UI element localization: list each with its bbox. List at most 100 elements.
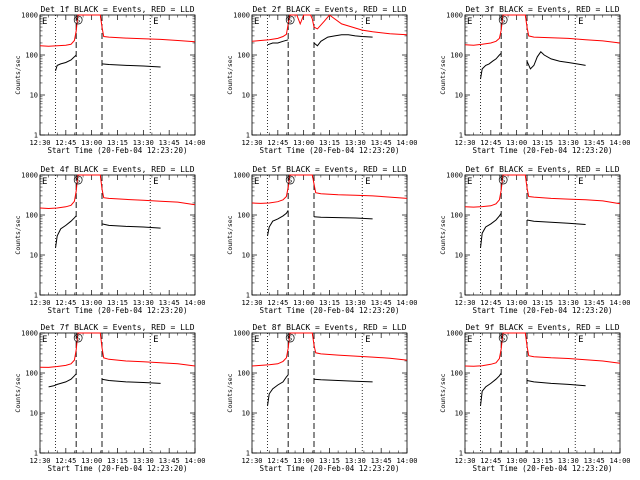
x-tick-label: 14:00 (609, 139, 630, 147)
x-tick-label: 14:00 (184, 139, 205, 147)
plot-frame (251, 332, 408, 454)
lld-series-1 (39, 174, 196, 210)
plot-frame (251, 174, 408, 296)
events-series-3 (313, 216, 373, 220)
marker-right-e: E (153, 177, 158, 187)
y-tick-label: 100 (25, 370, 38, 378)
y-tick-label: 10 (30, 410, 38, 418)
x-tick-label: 13:00 (293, 299, 314, 307)
x-tick-label: 13:15 (532, 139, 553, 147)
y-tick-label: 1000 (446, 172, 463, 180)
y-axis-label: Counts/sec (226, 55, 234, 94)
x-tick-label: 13:30 (133, 457, 154, 465)
y-tick-label: 1 (34, 132, 38, 140)
y-tick-label: 100 (237, 212, 250, 220)
panel-title: Det 8f BLACK = Events, RED = LLD (252, 323, 406, 332)
marker-center-s: S (76, 335, 80, 343)
y-tick-label: 10 (30, 252, 38, 260)
y-tick-label: 1 (459, 292, 463, 300)
x-tick-label: 13:45 (584, 299, 605, 307)
x-tick-label: 13:45 (159, 139, 180, 147)
panel-7: Det 7f BLACK = Events, RED = LLD 1 10 100 10… (14, 323, 206, 473)
marker-right-e: E (365, 335, 370, 345)
marker-right-e: E (578, 17, 583, 27)
x-tick-label: 13:45 (584, 139, 605, 147)
x-tick-label: 12:30 (454, 457, 475, 465)
panel-1: Det 1f BLACK = Events, RED = LLD 1 10 100 10… (14, 5, 206, 155)
x-tick-label: 12:30 (454, 299, 475, 307)
y-tick-label: 1 (246, 450, 250, 458)
y-tick-label: 1000 (21, 330, 38, 338)
x-tick-label: 13:15 (532, 299, 553, 307)
marker-center-s: S (501, 177, 505, 185)
x-tick-label: 13:00 (506, 457, 527, 465)
x-tick-label: 13:45 (584, 457, 605, 465)
x-tick-label: 12:45 (267, 299, 288, 307)
marker-center-circle (285, 333, 295, 343)
events-series-2 (480, 372, 502, 407)
plot-frame (464, 174, 621, 296)
x-axis-label: Start Time (20-Feb-04 12:23:20) (473, 306, 613, 315)
y-tick-label: 10 (242, 92, 250, 100)
panel-6: Det 6f BLACK = Events, RED = LLD 1 10 100 10… (439, 165, 631, 315)
events-series-3 (313, 34, 373, 47)
y-tick-label: 100 (237, 52, 250, 60)
x-tick-label: 14:00 (396, 139, 417, 147)
x-axis-label: Start Time (20-Feb-04 12:23:20) (260, 306, 400, 315)
x-tick-label: 12:45 (55, 139, 76, 147)
lld-series-1 (251, 332, 408, 367)
marker-center-circle (498, 333, 508, 343)
x-tick-label: 13:30 (345, 139, 366, 147)
lld-series-1 (39, 14, 196, 47)
panel-title: Det 5f BLACK = Events, RED = LLD (252, 165, 406, 174)
marker-center-s: S (288, 335, 292, 343)
marker-right-e: E (365, 177, 370, 187)
x-tick-label: 12:30 (454, 139, 475, 147)
marker-center-circle (498, 175, 508, 185)
marker-center-circle (498, 15, 508, 25)
x-tick-label: 13:30 (133, 299, 154, 307)
events-series-2 (55, 215, 77, 249)
marker-center-circle (73, 15, 83, 25)
marker-center-circle (285, 175, 295, 185)
panel-5: Det 5f BLACK = Events, RED = LLD 1 10 100 10… (226, 165, 418, 315)
panel-title: Det 6f BLACK = Events, RED = LLD (465, 165, 619, 174)
y-tick-label: 1000 (21, 172, 38, 180)
y-tick-label: 100 (450, 370, 463, 378)
panel-4: Det 4f BLACK = Events, RED = LLD 1 10 100 10… (14, 165, 206, 315)
x-tick-label: 13:15 (107, 299, 128, 307)
marker-left-e: E (467, 17, 472, 27)
y-axis-label: Counts/sec (14, 215, 22, 254)
y-axis-label: Counts/sec (226, 373, 234, 412)
marker-left-e: E (467, 335, 472, 345)
events-series-3 (313, 378, 373, 383)
x-axis-label: Start Time (20-Feb-04 12:23:20) (48, 306, 188, 315)
x-tick-label: 13:00 (506, 299, 527, 307)
y-tick-label: 10 (455, 92, 463, 100)
events-series-2 (480, 52, 502, 80)
x-tick-label: 12:30 (241, 299, 262, 307)
lld-series-1 (251, 174, 408, 204)
plot-frame (464, 332, 621, 454)
x-tick-label: 12:30 (29, 139, 50, 147)
marker-center-circle (73, 175, 83, 185)
x-tick-label: 13:00 (293, 457, 314, 465)
x-tick-label: 13:30 (345, 457, 366, 465)
y-tick-label: 1 (246, 292, 250, 300)
x-tick-label: 14:00 (396, 457, 417, 465)
y-tick-label: 100 (450, 52, 463, 60)
lld-series-1 (464, 14, 621, 46)
marker-left-e: E (254, 17, 259, 27)
x-tick-label: 13:45 (159, 299, 180, 307)
y-tick-label: 10 (30, 92, 38, 100)
x-tick-label: 13:30 (558, 299, 579, 307)
x-tick-label: 14:00 (184, 299, 205, 307)
marker-right-e: E (365, 17, 370, 27)
x-tick-label: 13:45 (371, 457, 392, 465)
y-axis-label: Counts/sec (226, 215, 234, 254)
panel-3: Det 3f BLACK = Events, RED = LLD 1 10 100 10… (439, 5, 631, 155)
marker-right-e: E (578, 177, 583, 187)
events-series-2 (48, 373, 77, 388)
x-axis-label: Start Time (20-Feb-04 12:23:20) (48, 146, 188, 155)
